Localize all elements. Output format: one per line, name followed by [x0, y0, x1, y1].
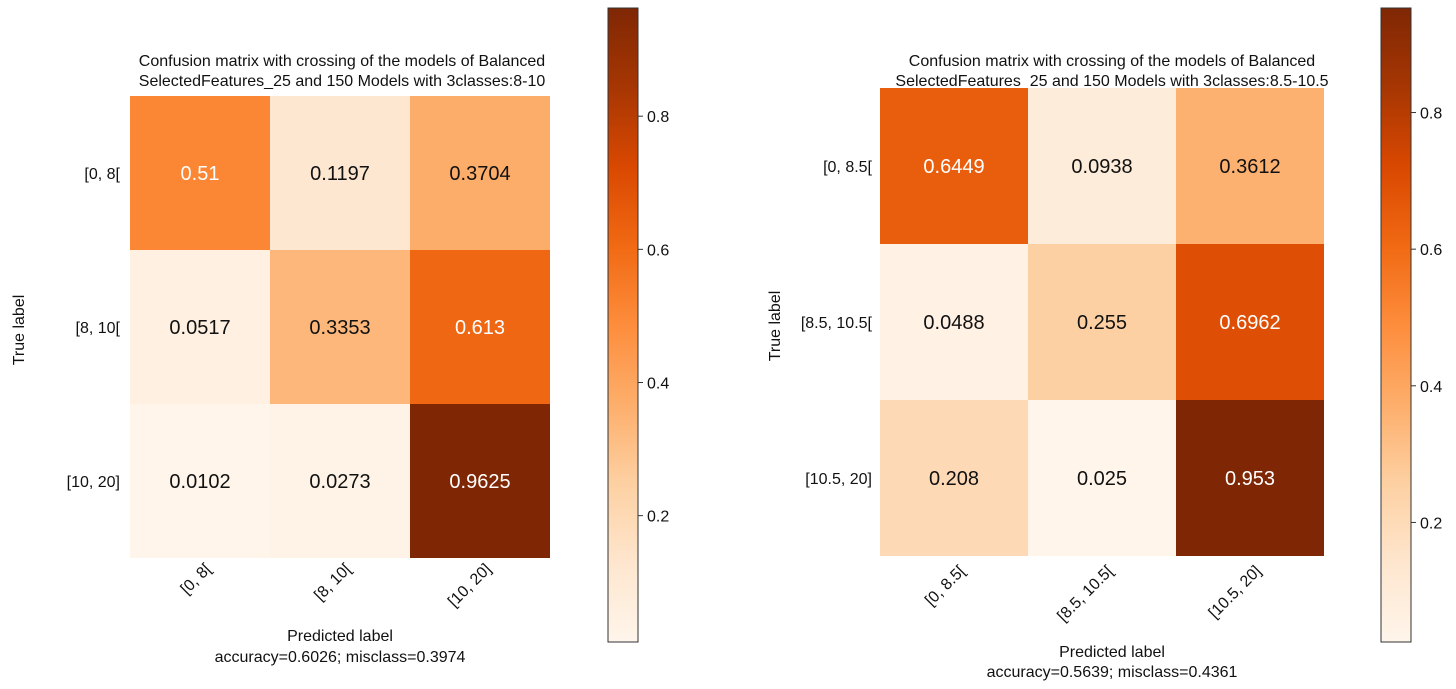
- row-tick-label: [0, 8.5[: [823, 159, 872, 176]
- chart-right-row-labels: [0, 8.5[ [8.5, 10.5[ [10.5, 20]: [801, 159, 873, 488]
- chart-left-title-line-1: Confusion matrix with crossing of the mo…: [139, 53, 545, 70]
- cell-value: 0.025: [1077, 468, 1127, 490]
- chart-left-row-labels: [0, 8[ [8, 10[ [10, 20]: [67, 166, 121, 491]
- col-tick-label: [8.5, 10.5[: [1054, 562, 1117, 625]
- chart-right-title-line-2: SelectedFeatures_25 and 150 Models with …: [895, 73, 1328, 90]
- matrix-cell: [1176, 88, 1324, 244]
- colorbar-tick-label: 0.8: [647, 109, 669, 126]
- row-tick-label: [8, 10[: [76, 320, 121, 337]
- chart-right-xlabel: Predicted label: [1059, 644, 1165, 661]
- col-tick-label: [8, 10[: [311, 560, 355, 604]
- chart-left-xlabel: Predicted label: [287, 628, 393, 645]
- chart-right-title-line-1: Confusion matrix with crossing of the mo…: [909, 53, 1315, 70]
- cell-value: 0.0938: [1071, 156, 1132, 178]
- matrix-cell: [270, 96, 410, 250]
- cell-value: 0.51: [181, 163, 220, 185]
- matrix-cell: [1028, 244, 1176, 400]
- matrix-cell: [410, 96, 550, 250]
- colorbar-tick-label: 0.6: [1420, 242, 1442, 259]
- cell-value: 0.9625: [449, 471, 510, 493]
- matrix-cell: [880, 244, 1028, 400]
- chart-left-footer: accuracy=0.6026; misclass=0.3974: [215, 649, 466, 666]
- matrix-cell: [880, 400, 1028, 556]
- row-tick-label: [0, 8[: [84, 166, 120, 183]
- cell-value: 0.208: [929, 468, 979, 490]
- colorbar-gradient: [607, 7, 639, 643]
- cell-value: 0.3612: [1219, 156, 1280, 178]
- cell-value: 0.6962: [1219, 312, 1280, 334]
- colorbar-tick-label: 0.8: [1420, 106, 1442, 123]
- chart-left-colorbar: 0.2 0.4 0.6 0.8: [607, 7, 669, 643]
- colorbar-tick-label: 0.4: [1420, 379, 1442, 396]
- colorbar-tick-label: 0.6: [647, 242, 669, 259]
- cell-value: 0.1197: [310, 163, 370, 185]
- matrix-cell: [130, 250, 270, 404]
- matrix-cell: [130, 96, 270, 250]
- cell-value: 0.0488: [923, 312, 984, 334]
- chart-right-matrix: 0.6449 0.0938 0.3612 0.0488 0.255 0.6962 0.208…: [880, 88, 1324, 556]
- chart-left: Confusion matrix with crossing of the mo…: [11, 7, 669, 666]
- chart-right: Confusion matrix with crossing of the mo…: [767, 7, 1442, 681]
- col-tick-label: [10, 20]: [445, 561, 495, 611]
- col-tick-label: [0, 8[: [178, 560, 216, 598]
- cell-value: 0.3353: [309, 317, 370, 339]
- matrix-cell: [1176, 244, 1324, 400]
- colorbar-gradient: [1380, 7, 1412, 643]
- chart-right-col-labels: [0, 8.5[ [8.5, 10.5[ [10.5, 20]: [922, 562, 1265, 625]
- matrix-cell: [880, 88, 1028, 244]
- cell-value: 0.255: [1077, 312, 1127, 334]
- chart-right-footer: accuracy=0.5639; misclass=0.4361: [987, 664, 1238, 681]
- col-tick-label: [10.5, 20]: [1206, 563, 1265, 622]
- matrix-cell: [130, 404, 270, 558]
- matrix-cell: [270, 250, 410, 404]
- matrix-cell: [270, 404, 410, 558]
- chart-right-ylabel: True label: [767, 291, 784, 362]
- colorbar-tick-label: 0.4: [647, 375, 669, 392]
- chart-left-matrix: 0.51 0.1197 0.3704 0.0517 0.3353 0.613 0.0102 0…: [130, 96, 550, 558]
- row-tick-label: [8.5, 10.5[: [801, 315, 873, 332]
- matrix-cell: [410, 404, 550, 558]
- col-tick-label: [0, 8.5[: [922, 562, 969, 609]
- row-tick-label: [10.5, 20]: [805, 471, 872, 488]
- matrix-cell: [1028, 88, 1176, 244]
- colorbar-tick-label: 0.2: [1420, 515, 1442, 532]
- matrix-cell: [1176, 400, 1324, 556]
- cell-value: 0.6449: [923, 156, 984, 178]
- cell-value: 0.3704: [449, 163, 510, 185]
- matrix-cell: [1028, 400, 1176, 556]
- cell-value: 0.0102: [169, 471, 230, 493]
- colorbar-tick-label: 0.2: [647, 509, 669, 526]
- cell-value: 0.0517: [169, 317, 230, 339]
- row-tick-label: [10, 20]: [67, 474, 120, 491]
- matrix-cell: [410, 250, 550, 404]
- chart-left-title-line-2: SelectedFeatures_25 and 150 Models with …: [139, 73, 546, 90]
- chart-left-ylabel: True label: [11, 295, 28, 366]
- cell-value: 0.613: [455, 317, 505, 339]
- chart-left-col-labels: [0, 8[ [8, 10[ [10, 20]: [178, 560, 495, 610]
- chart-right-colorbar: 0.2 0.4 0.6 0.8: [1380, 7, 1442, 643]
- cell-value: 0.0273: [309, 471, 370, 493]
- cell-value: 0.953: [1225, 468, 1275, 490]
